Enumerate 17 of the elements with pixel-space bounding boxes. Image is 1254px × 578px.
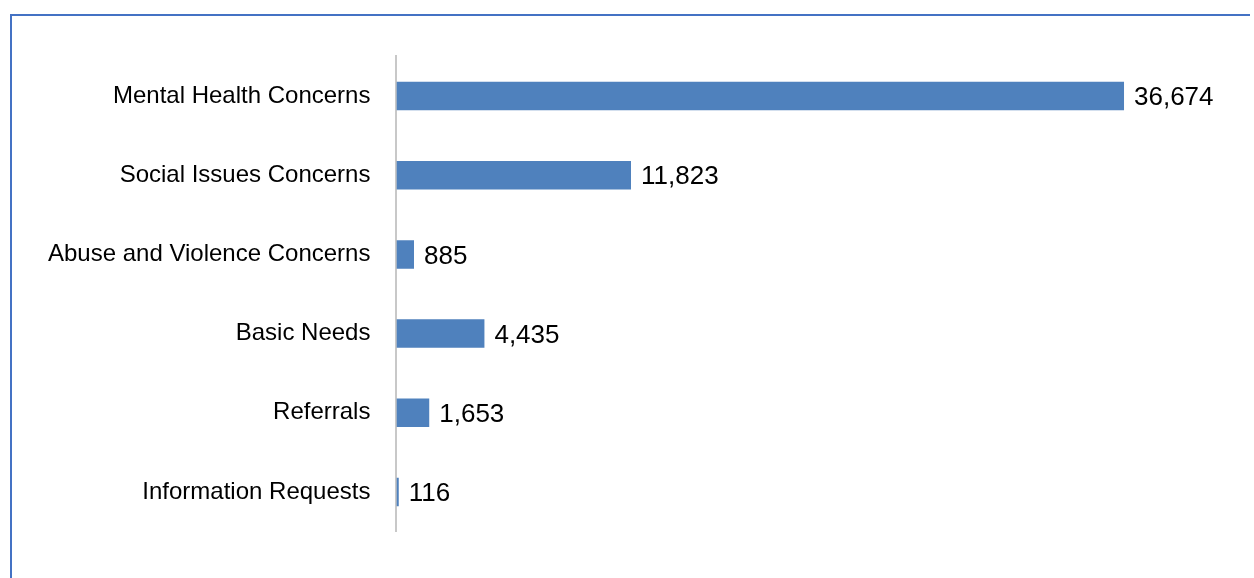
y-tick-label: Mental Health Concerns <box>112 80 371 108</box>
bar <box>396 398 430 428</box>
data-label: 11,823 <box>641 160 719 191</box>
y-tick-label: Basic Needs <box>235 318 371 346</box>
data-label: 885 <box>424 239 468 270</box>
bar <box>396 81 1125 111</box>
y-tick-label: Social Issues Concerns <box>119 159 371 187</box>
data-label: 1,653 <box>439 397 505 428</box>
y-tick-label: Information Requests <box>142 476 371 504</box>
data-label: 116 <box>408 477 451 508</box>
bar <box>396 160 631 190</box>
y-tick-label: Abuse and Violence Concerns <box>47 239 371 267</box>
data-label: 36,674 <box>1134 81 1214 112</box>
data-label: 4,435 <box>494 318 560 349</box>
y-tick-label: Referrals <box>273 397 371 425</box>
bar <box>396 240 414 269</box>
bar <box>396 319 485 348</box>
